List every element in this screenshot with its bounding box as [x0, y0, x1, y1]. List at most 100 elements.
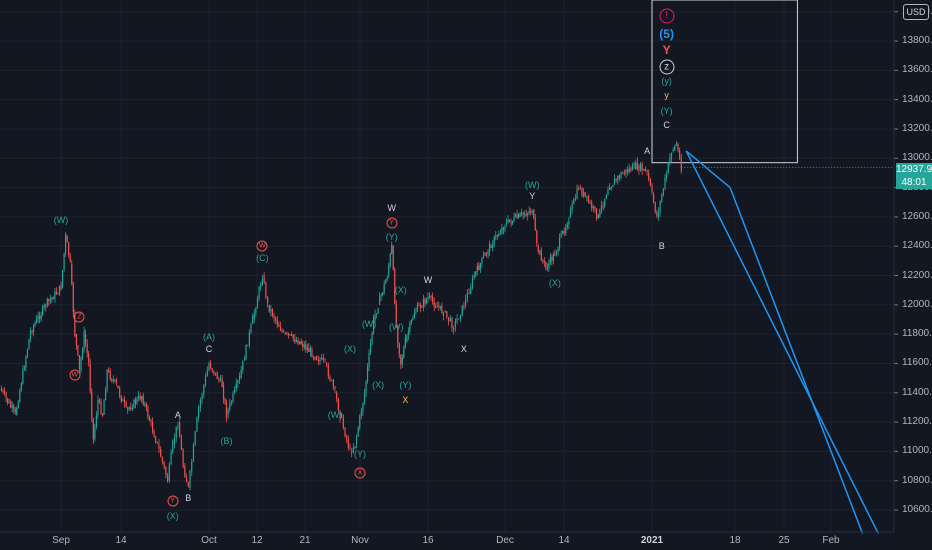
projection-channel[interactable]: [681, 150, 894, 534]
channel-top-edge: [685, 150, 731, 189]
candle-body: [505, 222, 508, 225]
candle-body: [391, 244, 393, 254]
price-tick-label: 10800.0: [902, 474, 932, 486]
candle-body: [666, 173, 668, 178]
price-tick-label: 13600.0: [902, 64, 932, 76]
price-tick-label: 12600.0: [902, 210, 932, 222]
price-series: [0, 140, 682, 491]
candle-body: [675, 143, 678, 146]
time-tick-label: 25: [778, 535, 790, 546]
candle-body: [300, 341, 302, 345]
candle-body: [579, 187, 581, 189]
candle-body: [105, 389, 107, 401]
candle-body: [362, 402, 364, 412]
candle-body: [286, 332, 288, 334]
candle-body: [49, 299, 51, 301]
candle-body: [489, 243, 491, 252]
wave-label: X: [460, 343, 467, 354]
candle-body: [409, 322, 411, 332]
candle-body: [560, 233, 562, 238]
candle-body: [94, 426, 96, 440]
candle-body: [276, 319, 278, 325]
candle-body: [302, 344, 304, 347]
candle-body: [69, 255, 71, 261]
candle-body: [670, 153, 673, 158]
candle-body: [139, 395, 141, 400]
candle-body: [173, 438, 176, 445]
candle-body: [379, 296, 381, 305]
time-tick-label: 14: [115, 535, 127, 546]
time-tick-label: Nov: [351, 535, 369, 546]
candle-body: [373, 316, 375, 333]
candle-body: [158, 444, 160, 449]
price-tick-label: 13800.0: [902, 35, 932, 47]
candle-body: [432, 296, 434, 302]
wave-label: X: [402, 395, 409, 406]
candle-body: [40, 314, 42, 320]
candle-body: [115, 379, 117, 384]
candle-body: [185, 476, 188, 483]
candle-body: [258, 287, 260, 299]
wave-label: (W): [361, 318, 377, 329]
candle-body: [321, 357, 323, 360]
candle-body: [487, 251, 489, 254]
currency-label[interactable]: USD: [903, 4, 929, 20]
candle-body: [11, 405, 13, 408]
candle-body: [60, 285, 62, 290]
candle-body: [609, 187, 611, 190]
candle-body: [468, 293, 470, 295]
last-price-badge: 12937.9 48:01: [896, 163, 932, 189]
candle-body: [371, 332, 373, 344]
candle-body: [45, 305, 47, 307]
candle-body: [463, 305, 465, 307]
candle-body: [26, 349, 29, 358]
candle-body: [508, 219, 511, 222]
candle-body: [376, 313, 378, 315]
price-tick-label: 11800.0: [902, 328, 932, 340]
candle-body: [155, 437, 157, 443]
candle-body: [651, 185, 653, 192]
candle-body: [428, 296, 431, 298]
candle-body: [584, 192, 586, 197]
candle-body: [576, 188, 578, 199]
candle-body: [392, 246, 394, 270]
candle-body: [562, 230, 564, 234]
candle-body: [397, 326, 399, 343]
candle-body: [589, 202, 591, 204]
candle-body: [252, 316, 254, 324]
wave-label: (A): [203, 332, 215, 343]
candle-body: [578, 188, 580, 190]
wave-label: Y: [529, 191, 536, 202]
candle-body: [317, 359, 319, 362]
candle-body: [253, 312, 255, 320]
wave-label: W: [423, 274, 433, 285]
candle-body: [525, 214, 527, 216]
candle-body: [260, 284, 262, 288]
candle-body: [646, 170, 648, 172]
wave-label: !: [659, 8, 675, 24]
candle-body: [498, 234, 500, 237]
candle-body: [502, 227, 505, 230]
candle-body: [630, 168, 632, 171]
candle-body: [29, 330, 32, 340]
projection-box[interactable]: [651, 0, 798, 164]
candle-body: [404, 338, 406, 348]
candle-body: [533, 209, 535, 219]
candle-body: [101, 413, 104, 417]
wave-label: (Y): [385, 232, 398, 243]
candle-body: [453, 328, 455, 331]
price-tick-label: 13000.0: [902, 152, 932, 164]
candle-body: [339, 410, 341, 419]
candle-body: [680, 158, 682, 172]
candle-body: [278, 324, 280, 327]
candle-body: [638, 165, 640, 171]
candle-body: [109, 371, 111, 379]
candle-body: [106, 369, 108, 390]
candle-body: [349, 447, 351, 449]
candle-body: [403, 347, 405, 358]
candle-body: [10, 402, 12, 408]
candle-body: [597, 214, 599, 219]
wave-label: (C): [256, 252, 269, 263]
candle-body: [415, 311, 417, 313]
